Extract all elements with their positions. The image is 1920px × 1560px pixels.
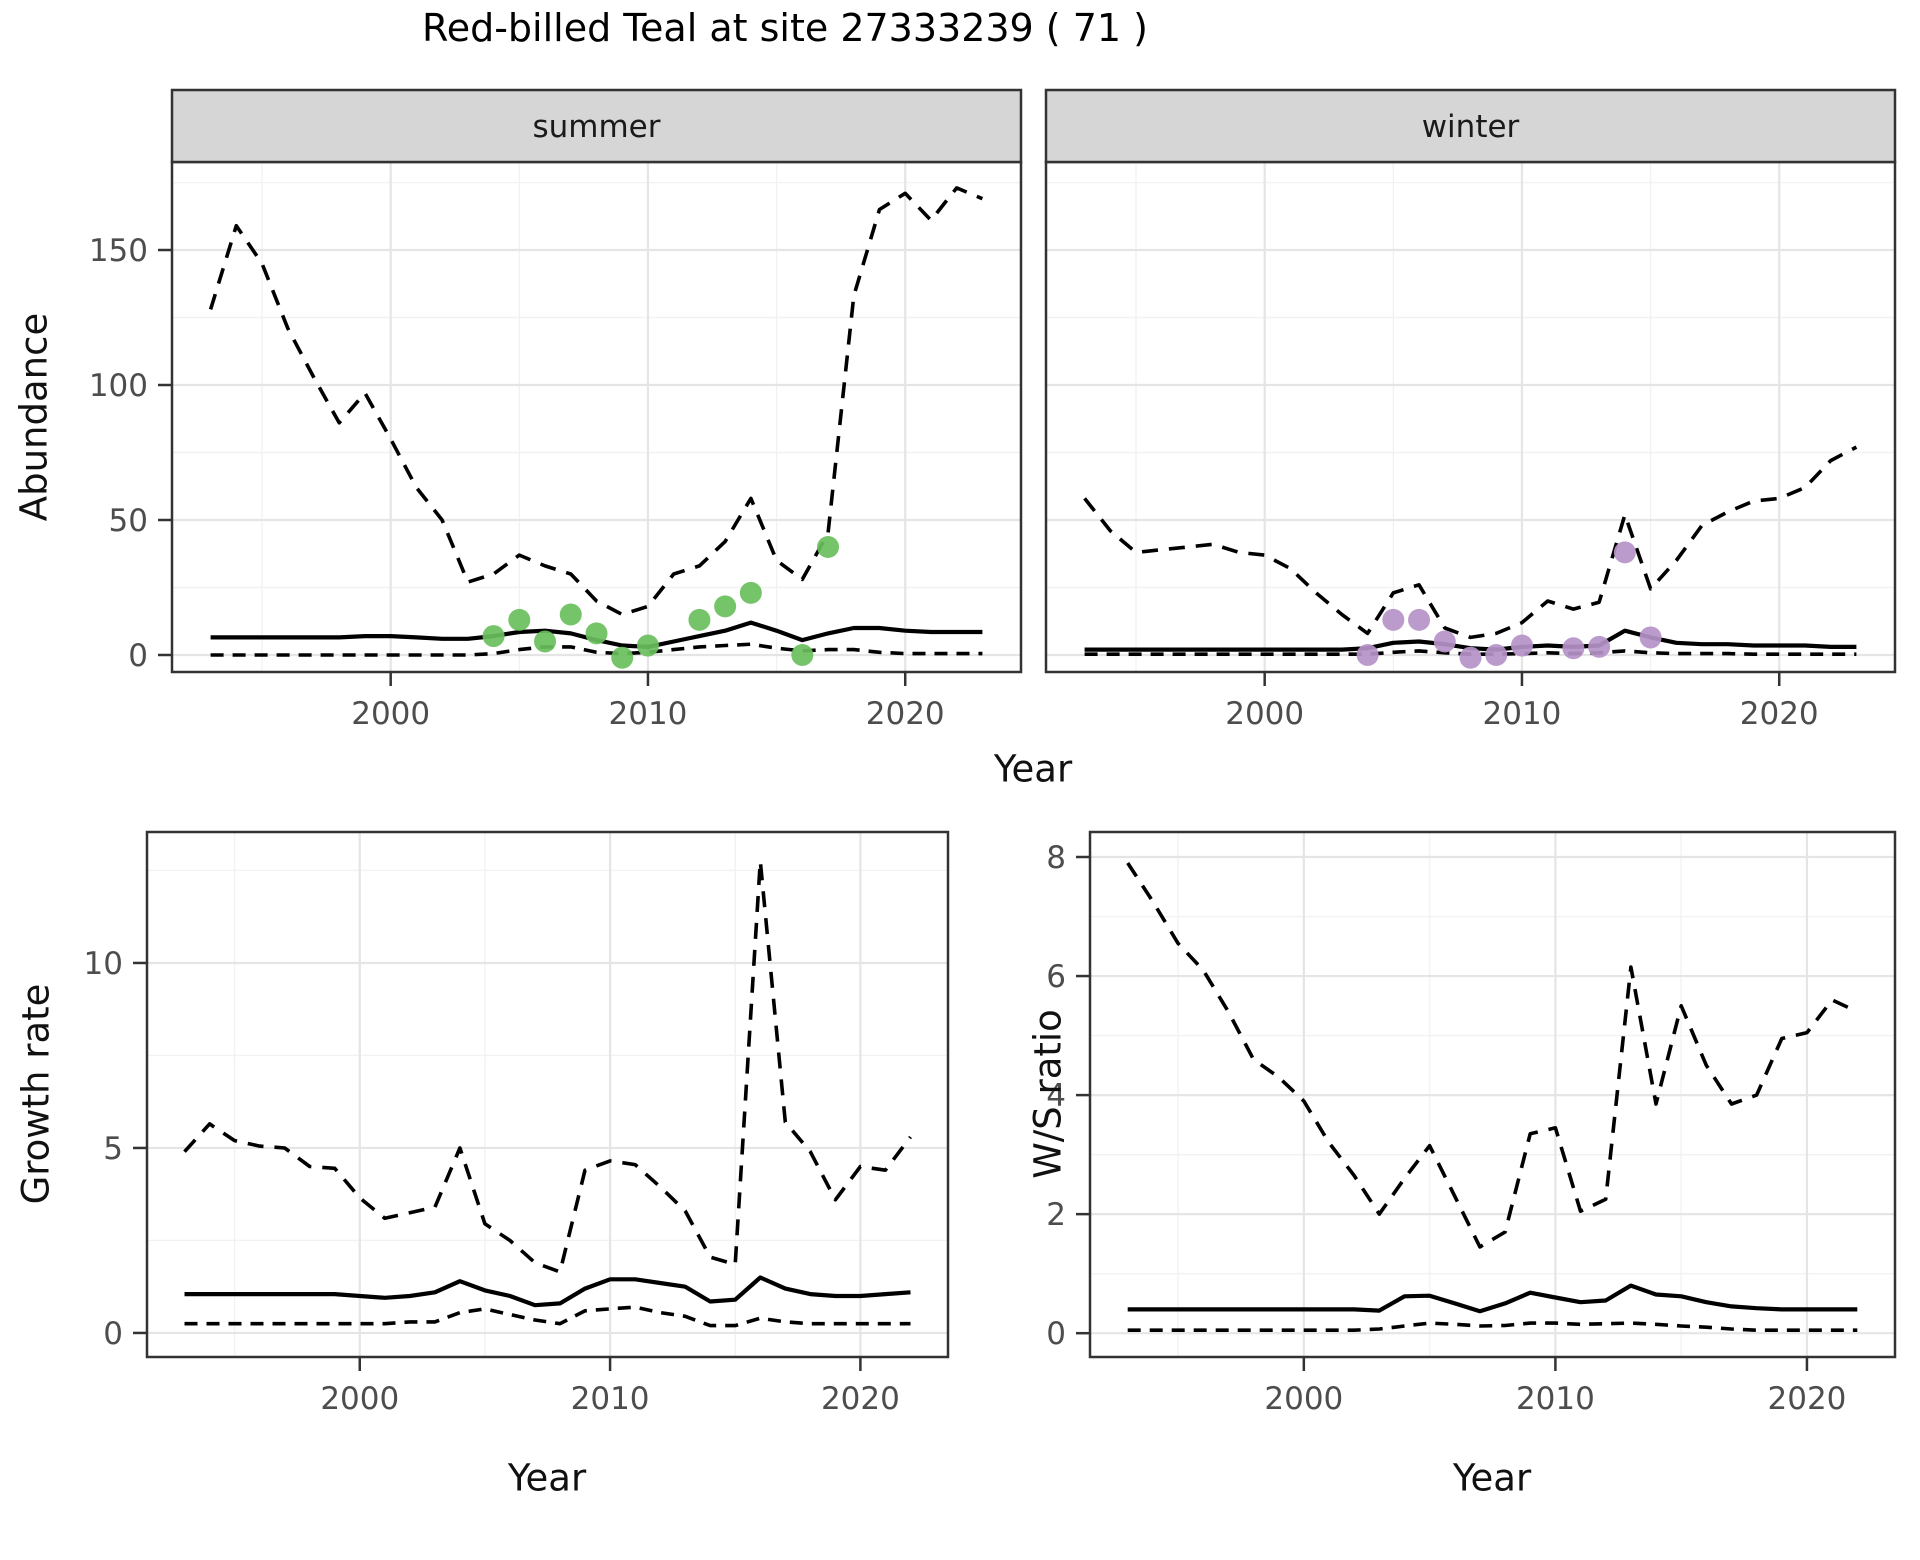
data-point: [611, 646, 634, 669]
series-lower-2.5-ci: [184, 1305, 911, 1328]
x-tick-label: 2000: [351, 696, 430, 732]
x-tick-label: 2020: [1768, 1381, 1847, 1417]
data-point: [739, 581, 762, 604]
data-point: [1356, 643, 1379, 666]
x-tick-label: 2000: [1264, 1381, 1343, 1417]
data-point: [1562, 637, 1585, 660]
data-point: [534, 630, 557, 653]
data-point: [636, 634, 659, 657]
series-upper-97.5-ci: [183, 859, 912, 1274]
data-point: [791, 643, 814, 666]
facet-panel: 2000 2010 2020 0 2 4 6 8: [1046, 830, 1897, 1417]
series-median: [1127, 1283, 1858, 1314]
panel-border: [145, 830, 950, 1359]
data-point: [1588, 635, 1611, 658]
y-tick-label: 5: [103, 1131, 123, 1167]
facet-strip: [170, 88, 1023, 164]
data-point: [1408, 608, 1431, 631]
y-tick-label: 10: [84, 946, 123, 982]
x-tick-label: 2010: [571, 1381, 650, 1417]
x-tick-label: 2010: [609, 696, 688, 732]
y-axis-label-growth-rate: Growth rate: [14, 983, 58, 1205]
y-tick-label: 100: [89, 368, 148, 404]
x-tick-label: 2000: [1225, 696, 1304, 732]
series-upper-97.5-ci: [1083, 445, 1858, 640]
series-median: [184, 1275, 911, 1308]
y-tick-label: 0: [128, 638, 148, 674]
x-tick-label: 2010: [1483, 696, 1562, 732]
facet-strip-label: summer: [532, 109, 660, 145]
y-tick-label: 50: [109, 503, 148, 539]
y-tick-label: 150: [89, 233, 148, 269]
facet-panel-winter: 2000 2010 2020 winter: [1044, 88, 1897, 732]
series-upper-97.5-ci: [208, 186, 984, 617]
x-tick-label: 2020: [821, 1381, 900, 1417]
y-tick-label: 6: [1046, 959, 1066, 995]
x-tick-label: 2020: [866, 696, 945, 732]
chart-title: Red-billed Teal at site 27333239 ( 71 ): [422, 6, 1148, 50]
y-tick-label: 8: [1046, 840, 1066, 876]
series-lower-2.5-ci: [210, 642, 983, 657]
data-point: [508, 608, 531, 631]
x-axis-label-ratio: Year: [1452, 1456, 1532, 1500]
y-tick-label: 2: [1046, 1197, 1066, 1233]
x-tick-label: 2000: [320, 1381, 399, 1417]
series-lower-2.5-ci: [1127, 1321, 1858, 1332]
facet-strip: [1044, 88, 1897, 164]
series-upper-97.5-ci: [1126, 862, 1859, 1249]
data-point: [1382, 608, 1405, 631]
data-point: [1485, 643, 1508, 666]
data-point: [1459, 646, 1482, 669]
facet-strip-label: winter: [1422, 109, 1520, 145]
facet-panel-summer: 2000 2010 2020 0 50 100 150 summer: [89, 88, 1023, 732]
data-point: [817, 535, 840, 558]
data-point: [688, 608, 711, 631]
data-point: [559, 603, 582, 626]
x-tick-label: 2020: [1740, 696, 1819, 732]
data-point: [1639, 626, 1662, 649]
y-tick-label: 4: [1046, 1078, 1066, 1114]
y-axis-label-abundance: Abundance: [12, 312, 56, 522]
data-point: [585, 622, 608, 645]
data-point: [1433, 630, 1456, 653]
facet-panel: 2000 2010 2020 0 5 10: [84, 830, 950, 1417]
data-point: [1613, 541, 1636, 564]
y-tick-label: 0: [1046, 1316, 1066, 1352]
x-axis-label-top: Year: [993, 747, 1073, 791]
x-tick-label: 2010: [1516, 1381, 1595, 1417]
y-tick-label: 0: [103, 1316, 123, 1352]
data-point: [482, 625, 505, 648]
data-point: [714, 595, 737, 618]
x-axis-label-growth: Year: [507, 1456, 587, 1500]
y-axis-label-ws-ratio: W/S ratio: [1026, 1009, 1070, 1179]
data-point: [1510, 634, 1533, 657]
